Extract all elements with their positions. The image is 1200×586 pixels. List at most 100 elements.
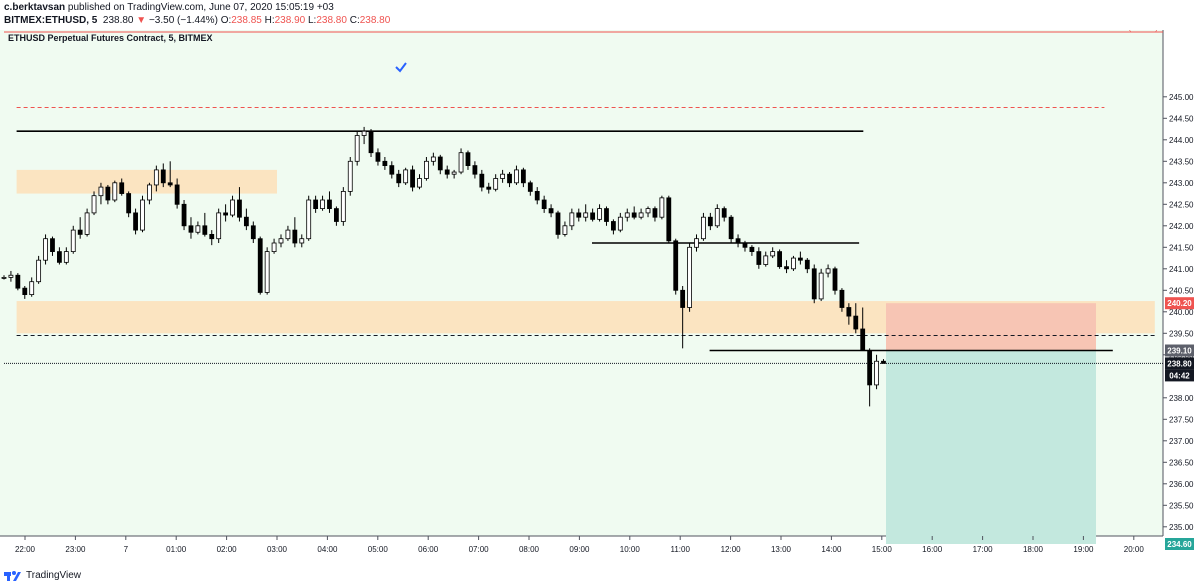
candle — [825, 264, 831, 278]
candle-body — [680, 289, 686, 308]
price-change: −3.50 (−1.44%) — [148, 15, 218, 26]
candle — [126, 191, 132, 218]
horizontal-levels[interactable]: (245.30) — [4, 30, 1163, 364]
candle — [617, 212, 623, 233]
candle-body — [797, 257, 803, 261]
candle-body — [174, 184, 180, 205]
candle-body — [707, 216, 713, 227]
candle — [770, 247, 776, 259]
price-tick-label: 237.00 — [1169, 437, 1194, 446]
candle — [811, 264, 817, 304]
candle-body — [507, 173, 512, 184]
candle — [562, 221, 568, 237]
candle-body — [334, 208, 339, 222]
candle-body — [479, 173, 485, 188]
tradingview-brand: TradingView — [26, 569, 82, 581]
low-value: 238.80 — [316, 15, 347, 26]
candle — [8, 270, 14, 282]
candle — [465, 150, 471, 170]
candle-body — [209, 233, 215, 240]
candle-body — [112, 182, 118, 201]
candle-body — [1, 276, 7, 279]
candle-body — [91, 195, 97, 214]
candle — [271, 238, 277, 254]
candle-body — [562, 225, 568, 235]
candle-body — [701, 216, 706, 240]
price-tick-label: 240.50 — [1169, 286, 1194, 295]
candle-body — [749, 246, 755, 253]
candle — [257, 236, 263, 295]
candle — [36, 255, 42, 284]
candle — [874, 354, 879, 390]
last-price-tag: 238.80 — [1167, 359, 1192, 368]
footer: TradingView — [0, 566, 1200, 586]
candle — [638, 208, 644, 220]
symbol-name[interactable]: BITMEX:ETHUSD, 5 — [4, 15, 98, 26]
last-price: 238.80 — [102, 15, 134, 26]
candle — [1, 275, 7, 280]
author-name[interactable]: c.berktavsan — [4, 2, 66, 13]
candle — [375, 148, 381, 166]
candle — [694, 234, 699, 252]
countdown-tag: 04:42 — [1169, 371, 1190, 380]
candle — [701, 212, 706, 241]
candle-body — [818, 272, 824, 300]
candle-body — [611, 221, 616, 231]
price-chart[interactable]: (245.30) 245.00244.50244.00243.50243.002… — [0, 30, 1200, 566]
time-tick-label: 14:00 — [821, 545, 842, 554]
candle — [43, 234, 48, 265]
candle — [479, 169, 485, 192]
candle-body — [645, 208, 651, 214]
candle — [472, 161, 478, 179]
candle — [818, 268, 824, 302]
time-tick-label: 04:00 — [317, 545, 338, 554]
candle — [133, 208, 138, 235]
time-tick-label: 06:00 — [418, 545, 439, 554]
candle — [493, 174, 499, 192]
candle-body — [243, 216, 249, 227]
candle-body — [271, 242, 277, 252]
candle-body — [853, 315, 859, 330]
candle-body — [714, 208, 720, 227]
candle — [57, 247, 62, 265]
candle — [403, 167, 409, 185]
candle — [70, 225, 76, 254]
candle — [285, 225, 291, 241]
price-axis[interactable] — [1163, 30, 1200, 536]
short-position-tool[interactable] — [886, 303, 1096, 544]
candle-body — [527, 182, 533, 192]
candle — [680, 286, 686, 349]
candle — [167, 161, 173, 188]
candle — [777, 249, 783, 269]
time-tick-label: 23:00 — [65, 545, 86, 554]
candle-body — [140, 199, 145, 231]
candle-body — [347, 160, 353, 192]
candle — [860, 307, 866, 351]
candle — [202, 212, 208, 237]
candle — [243, 208, 249, 231]
candle — [645, 206, 651, 218]
candle — [77, 217, 83, 239]
stop-price-tag-bg — [1165, 297, 1194, 310]
close-label: C: — [349, 15, 360, 26]
candle — [84, 208, 90, 237]
candle-body — [687, 246, 692, 308]
candle — [763, 251, 769, 267]
candle-body — [257, 238, 263, 293]
candle — [147, 182, 152, 205]
candle — [444, 165, 450, 179]
price-tick-label: 239.50 — [1169, 329, 1194, 338]
time-tick-label: 10:00 — [620, 545, 641, 554]
tradingview-logo[interactable]: TradingView — [4, 569, 81, 581]
candle — [396, 169, 402, 188]
candle — [451, 169, 457, 179]
candle-body — [375, 152, 381, 162]
time-tick-label: 16:00 — [922, 545, 943, 554]
time-tick-label: 13:00 — [771, 545, 792, 554]
time-axis-labels: 22:00 23:00 7 01:00 02:00 03:00 04:00 05:00 06:0… — [15, 536, 1144, 554]
candle — [839, 288, 845, 312]
candle — [673, 238, 679, 295]
candle — [624, 208, 630, 222]
candle-body — [63, 251, 69, 263]
price-tick-label: 243.50 — [1169, 157, 1194, 166]
